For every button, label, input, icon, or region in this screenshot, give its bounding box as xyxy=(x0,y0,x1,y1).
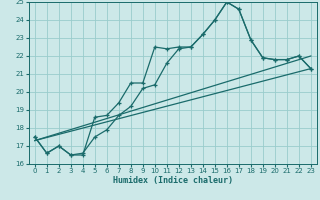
X-axis label: Humidex (Indice chaleur): Humidex (Indice chaleur) xyxy=(113,176,233,185)
